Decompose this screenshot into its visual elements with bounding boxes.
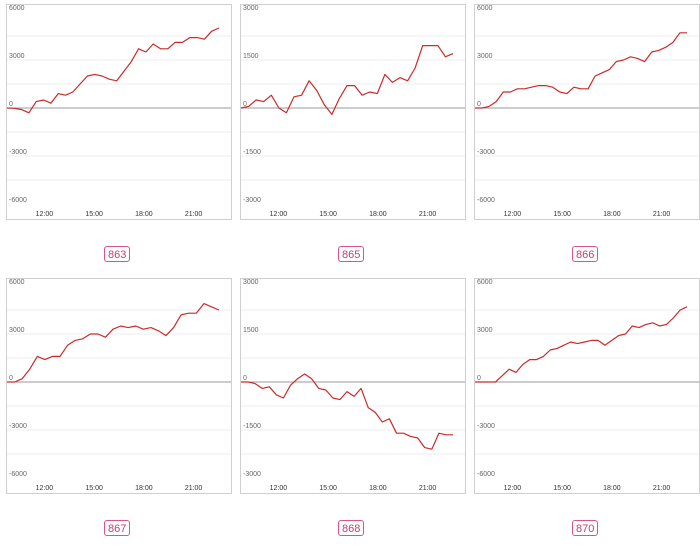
y-tick-label: 3000: [9, 53, 25, 60]
x-tick-label: 18:00: [369, 211, 387, 218]
x-tick-label: 18:00: [603, 485, 621, 492]
y-tick-label: -3000: [477, 149, 495, 156]
y-tick-label: 1500: [243, 53, 259, 60]
plot-frame: [6, 4, 232, 220]
plot-frame: [474, 278, 700, 494]
x-tick-label: 15:00: [553, 485, 571, 492]
y-tick-label: 6000: [9, 5, 25, 12]
x-tick-label: 21:00: [653, 485, 671, 492]
y-tick-label: 0: [477, 101, 481, 108]
y-tick-label: -1500: [243, 423, 261, 430]
series-line: [475, 32, 687, 109]
line-chart: 6000 3000 0 -3000 -6000 12:00 15:00 18:00 21:00: [474, 4, 700, 220]
series-line: [7, 303, 220, 383]
chart-label-badge[interactable]: 865: [338, 246, 365, 262]
x-tick-label: 12:00: [504, 485, 522, 492]
chart-label-badge[interactable]: 866: [572, 246, 599, 262]
y-tick-label: 0: [243, 101, 247, 108]
y-tick-label: 0: [243, 375, 247, 382]
x-tick-label: 12:00: [270, 485, 288, 492]
x-tick-label: 18:00: [603, 211, 621, 218]
y-tick-label: -3000: [243, 197, 261, 204]
x-tick-label: 15:00: [553, 211, 571, 218]
chart-panel: 6000 3000 0 -3000 -6000 12:00 15:00 18:00 21:00 …: [474, 278, 700, 540]
x-tick-label: 15:00: [319, 211, 337, 218]
y-tick-label: -6000: [9, 471, 27, 478]
y-tick-label: 6000: [9, 279, 25, 286]
chart-panel: 6000 3000 0 -3000 -6000 12:00 15:00 18:00 21:00 …: [6, 278, 232, 540]
line-chart: 3000 1500 0 -1500 -3000 12:00 15:00 18:00 21:00: [240, 278, 466, 494]
line-chart: 3000 1500 0 -1500 -3000 12:00 15:00 18:00 21:00: [240, 4, 466, 220]
y-tick-label: 3000: [243, 279, 259, 286]
x-tick-label: 15:00: [85, 485, 103, 492]
line-chart: 6000 3000 0 -3000 -6000 12:00 15:00 18:00 21:00: [474, 278, 700, 494]
x-tick-label: 12:00: [36, 485, 54, 492]
plot-frame: [240, 4, 466, 220]
y-tick-label: -3000: [243, 471, 261, 478]
series-line: [475, 306, 688, 383]
y-tick-label: 6000: [477, 5, 493, 12]
y-tick-label: 3000: [477, 327, 493, 334]
plot-frame: [240, 278, 466, 494]
y-tick-label: -3000: [9, 149, 27, 156]
x-tick-label: 21:00: [185, 211, 203, 218]
chart-panel: 3000 1500 0 -1500 -3000 12:00 15:00 18:00 21:00 …: [240, 278, 466, 540]
y-tick-label: 0: [477, 375, 481, 382]
y-tick-label: 6000: [477, 279, 493, 286]
x-tick-label: 21:00: [419, 485, 437, 492]
x-tick-label: 18:00: [135, 485, 153, 492]
x-tick-label: 21:00: [185, 485, 203, 492]
x-tick-label: 12:00: [504, 211, 522, 218]
x-tick-label: 15:00: [319, 485, 337, 492]
plot-frame: [474, 4, 700, 220]
series-line: [241, 373, 453, 450]
x-tick-label: 15:00: [85, 211, 103, 218]
chart-panel: 3000 1500 0 -1500 -3000 12:00 15:00 18:00 21:00 …: [240, 4, 466, 266]
chart-label-badge[interactable]: 868: [338, 520, 365, 536]
y-tick-label: -1500: [243, 149, 261, 156]
y-tick-label: -3000: [477, 423, 495, 430]
y-tick-label: 3000: [477, 53, 493, 60]
series-line: [6, 27, 220, 114]
x-tick-label: 18:00: [369, 485, 387, 492]
y-tick-label: -6000: [477, 471, 495, 478]
y-tick-label: 0: [9, 375, 13, 382]
line-chart: 6000 3000 0 -3000 -6000 12:00 15:00 18:00 21:00: [6, 4, 232, 220]
y-tick-label: 0: [9, 101, 13, 108]
chart-panel: 6000 3000 0 -3000 -6000 12:00 15:00 18:00 21:00 …: [474, 4, 700, 266]
plot-frame: [6, 278, 232, 494]
x-tick-label: 18:00: [135, 211, 153, 218]
line-chart: 6000 3000 0 -3000 -6000 12:00 15:00 18:00 21:00: [6, 278, 232, 494]
y-tick-label: -6000: [477, 197, 495, 204]
y-tick-label: -6000: [9, 197, 27, 204]
x-tick-label: 12:00: [36, 211, 54, 218]
series-line: [240, 44, 454, 116]
y-tick-label: 3000: [9, 327, 25, 334]
y-tick-label: 3000: [243, 5, 259, 12]
chart-label-badge[interactable]: 870: [572, 520, 599, 536]
x-tick-label: 12:00: [270, 211, 288, 218]
chart-panel: 6000 3000 0 -3000 -6000 12:00 15:00 18:00 21:00 …: [6, 4, 232, 266]
y-tick-label: 1500: [243, 327, 259, 334]
x-tick-label: 21:00: [653, 211, 671, 218]
chart-label-badge[interactable]: 867: [104, 520, 131, 536]
y-tick-label: -3000: [9, 423, 27, 430]
chart-label-badge[interactable]: 863: [104, 246, 131, 262]
x-tick-label: 21:00: [419, 211, 437, 218]
